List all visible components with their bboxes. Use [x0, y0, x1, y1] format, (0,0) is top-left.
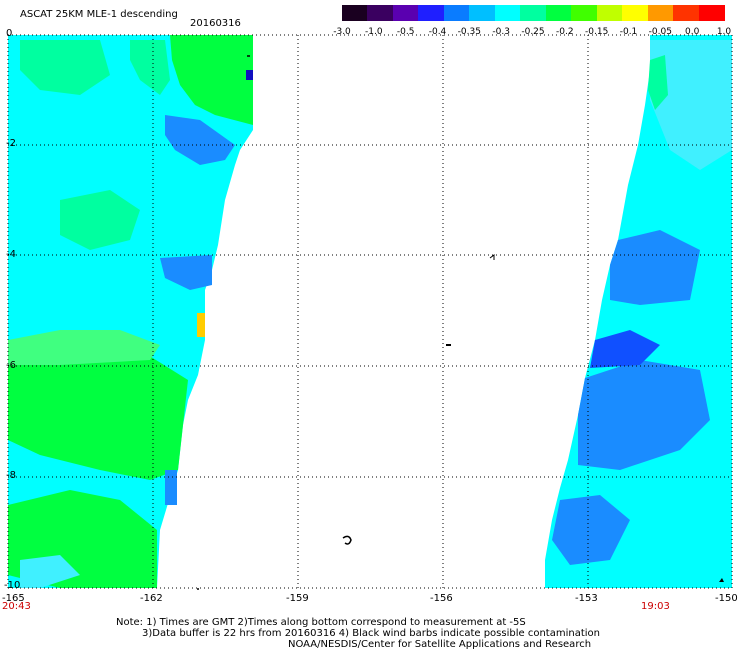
colorbar: -3.0 -1.0 -0.5 -0.4 -0.35 -0.3 -0.25 -0.2 -0.15-…: [333, 0, 731, 40]
left-swath-green-south: [8, 345, 188, 480]
left-swath-blue-south: [165, 470, 177, 505]
colorbar-segment: [342, 5, 369, 21]
colorbar-segment: [571, 5, 598, 21]
lat-label-4: -4: [6, 249, 16, 260]
note-line-1: Note: 1) Times are GMT 2)Times along bot…: [116, 617, 526, 628]
lon-label-165: -165: [2, 593, 25, 604]
left-swath-cyan-sw: [20, 555, 80, 588]
left-swath-blue-north: [165, 115, 235, 165]
colorbar-segment: [469, 5, 496, 21]
wind-barbs: [197, 55, 724, 590]
lat-lon-grid: [7, 34, 733, 589]
colorbar-tick-label: -0.1: [619, 27, 638, 37]
colorbar-tick-label: -3.0: [333, 27, 351, 37]
colorbar-tick-label: -0.15: [585, 27, 609, 37]
colorbar-tick-label: 1.0: [716, 27, 732, 37]
right-swath-blue-center: [578, 360, 710, 470]
wind-barb: [719, 578, 724, 582]
time-left: 20:43: [2, 601, 31, 612]
time-right: 19:03: [641, 601, 670, 612]
lat-label-10: -10: [4, 580, 21, 591]
left-swath-mint-north: [130, 40, 170, 95]
left-swath-green-mid: [8, 330, 160, 365]
left-swath-mint-nw: [20, 40, 110, 95]
colorbar-tick-label: -0.2: [556, 27, 574, 37]
colorbar-segment: [494, 5, 521, 21]
colorbar-segment: [392, 5, 419, 21]
left-swath-blue-mid: [160, 255, 212, 290]
colorbar-tick-label: 0.0: [684, 27, 700, 37]
note-line-3: NOAA/NESDIS/Center for Satellite Applica…: [288, 639, 592, 650]
lon-label-153: -153: [575, 593, 598, 604]
left-swath-green-north: [170, 35, 253, 125]
colorbar-segment: [367, 5, 394, 21]
left-swath-navy-spot: [246, 70, 253, 80]
colorbar-segment: [596, 5, 623, 21]
lon-label-159: -159: [286, 593, 309, 604]
colorbar-segment: [647, 5, 674, 21]
right-swath-mint-north: [648, 55, 668, 110]
colorbar-segment: [673, 5, 700, 21]
colorbar-tick-label: -0.35: [457, 27, 481, 37]
colorbar-tick-label: -0.3: [492, 27, 510, 37]
right-swath-blue-south: [552, 495, 630, 565]
wind-barb: [342, 535, 352, 545]
colorbar-segment: [622, 5, 649, 21]
wind-barb: [489, 254, 495, 260]
wind-swaths: [8, 35, 732, 588]
lon-label-162: -162: [140, 593, 163, 604]
right-swath-cyan-north: [650, 40, 732, 170]
colorbar-tick-label: -1.0: [365, 27, 383, 37]
colorbar-tick-label: -0.5: [396, 27, 415, 37]
lat-label-8: -8: [6, 470, 16, 481]
left-swath-yellow-spot: [197, 313, 205, 337]
lat-label-6: -6: [6, 360, 16, 371]
colorbar-tick-label: -0.05: [648, 27, 672, 37]
lat-label-0: 0: [6, 28, 13, 39]
product-title: ASCAT 25KM MLE-1 descending: [20, 9, 178, 20]
colorbar-segment: [698, 5, 725, 21]
lon-label-156: -156: [430, 593, 453, 604]
right-swath-blue-dark: [590, 330, 660, 368]
colorbar-segment: [443, 5, 470, 21]
colorbar-segment: [418, 5, 445, 21]
lon-label-150: -150: [715, 593, 738, 604]
lat-label-2: -2: [6, 138, 16, 149]
colorbar-segment: [520, 5, 547, 21]
colorbar-tick-label: -0.4: [428, 27, 447, 37]
product-date: 20160316: [190, 18, 241, 29]
colorbar-segment: [545, 5, 572, 21]
right-swath-blue-north: [610, 230, 700, 305]
note-line-2: 3)Data buffer is 22 hrs from 20160316 4)…: [142, 628, 600, 639]
left-swath-mint-center: [60, 190, 140, 250]
colorbar-tick-label: -0.25: [521, 27, 545, 37]
